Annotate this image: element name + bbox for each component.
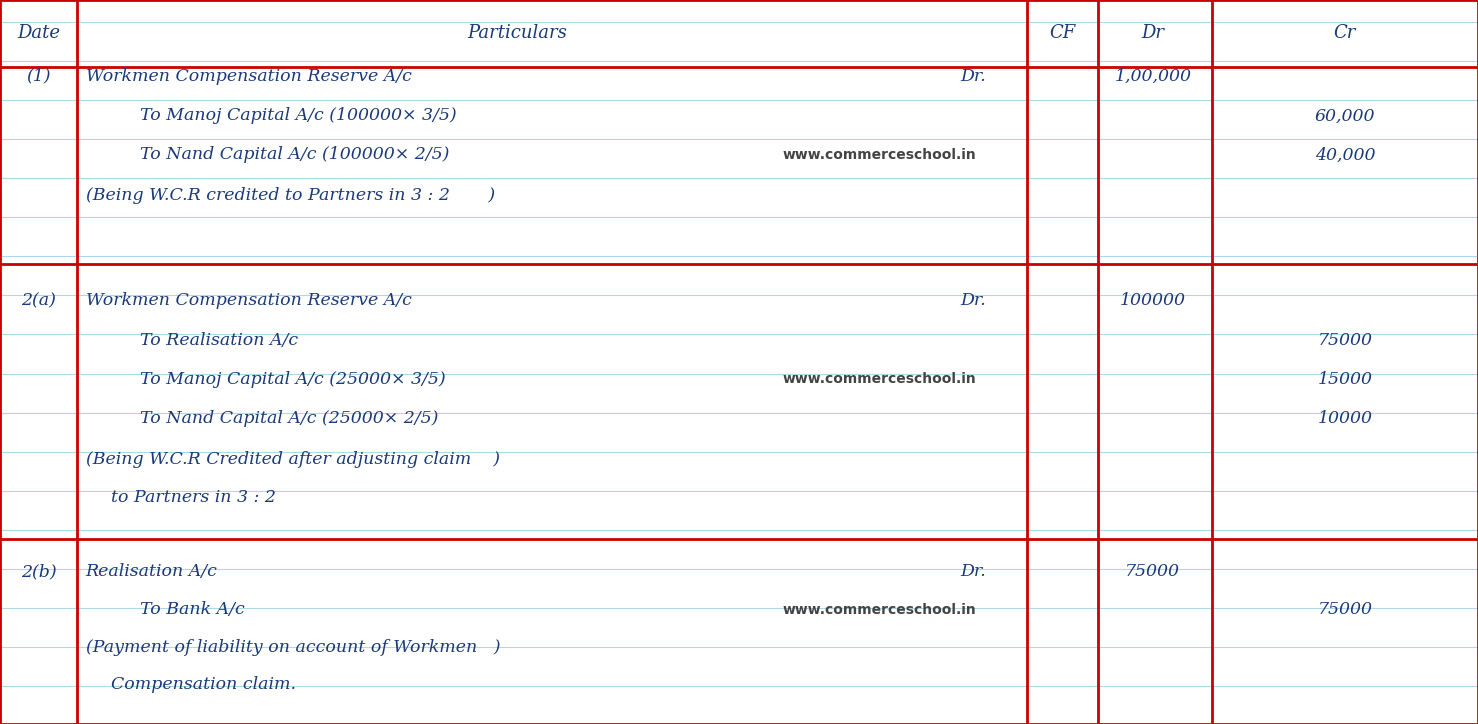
Text: 75000: 75000	[1317, 332, 1373, 349]
Text: To Manoj Capital A/c (25000× 3/5): To Manoj Capital A/c (25000× 3/5)	[140, 371, 446, 388]
Text: To Nand Capital A/c (25000× 2/5): To Nand Capital A/c (25000× 2/5)	[140, 410, 439, 427]
Text: www.commerceschool.in: www.commerceschool.in	[782, 372, 977, 387]
Text: 2(b): 2(b)	[21, 563, 56, 581]
Text: www.commerceschool.in: www.commerceschool.in	[782, 148, 977, 162]
Text: Dr.: Dr.	[961, 292, 986, 309]
Text: 75000: 75000	[1317, 601, 1373, 618]
Text: Dr: Dr	[1141, 25, 1165, 42]
Text: 60,000: 60,000	[1315, 107, 1375, 125]
Text: Dr.: Dr.	[961, 563, 986, 581]
Text: 100000: 100000	[1120, 292, 1185, 309]
Text: To Bank A/c: To Bank A/c	[140, 601, 245, 618]
Text: 75000: 75000	[1125, 563, 1181, 581]
Text: To Manoj Capital A/c (100000× 3/5): To Manoj Capital A/c (100000× 3/5)	[140, 107, 457, 125]
Text: (Payment of liability on account of Workmen   ): (Payment of liability on account of Work…	[86, 639, 500, 657]
Text: Workmen Compensation Reserve A/c: Workmen Compensation Reserve A/c	[86, 292, 411, 309]
Text: (Being W.C.R Credited after adjusting claim    ): (Being W.C.R Credited after adjusting cl…	[86, 451, 500, 468]
Text: 2(a): 2(a)	[21, 292, 56, 309]
Text: Realisation A/c: Realisation A/c	[86, 563, 217, 581]
Text: CF: CF	[1049, 25, 1076, 42]
Text: Dr.: Dr.	[961, 67, 986, 85]
Text: Workmen Compensation Reserve A/c: Workmen Compensation Reserve A/c	[86, 67, 411, 85]
Text: www.commerceschool.in: www.commerceschool.in	[782, 602, 977, 617]
Text: Compensation claim.: Compensation claim.	[111, 675, 296, 693]
Text: To Realisation A/c: To Realisation A/c	[140, 332, 299, 349]
Text: (1): (1)	[27, 67, 50, 85]
Text: Cr: Cr	[1333, 25, 1357, 42]
Text: Particulars: Particulars	[467, 25, 568, 42]
Text: 15000: 15000	[1317, 371, 1373, 388]
Text: 10000: 10000	[1317, 410, 1373, 427]
Text: to Partners in 3 : 2: to Partners in 3 : 2	[111, 489, 276, 506]
Text: Date: Date	[16, 25, 61, 42]
Text: (Being W.C.R credited to Partners in 3 : 2       ): (Being W.C.R credited to Partners in 3 :…	[86, 187, 495, 204]
Text: To Nand Capital A/c (100000× 2/5): To Nand Capital A/c (100000× 2/5)	[140, 146, 449, 164]
Text: 1,00,000: 1,00,000	[1114, 67, 1191, 85]
Text: 40,000: 40,000	[1315, 146, 1375, 164]
